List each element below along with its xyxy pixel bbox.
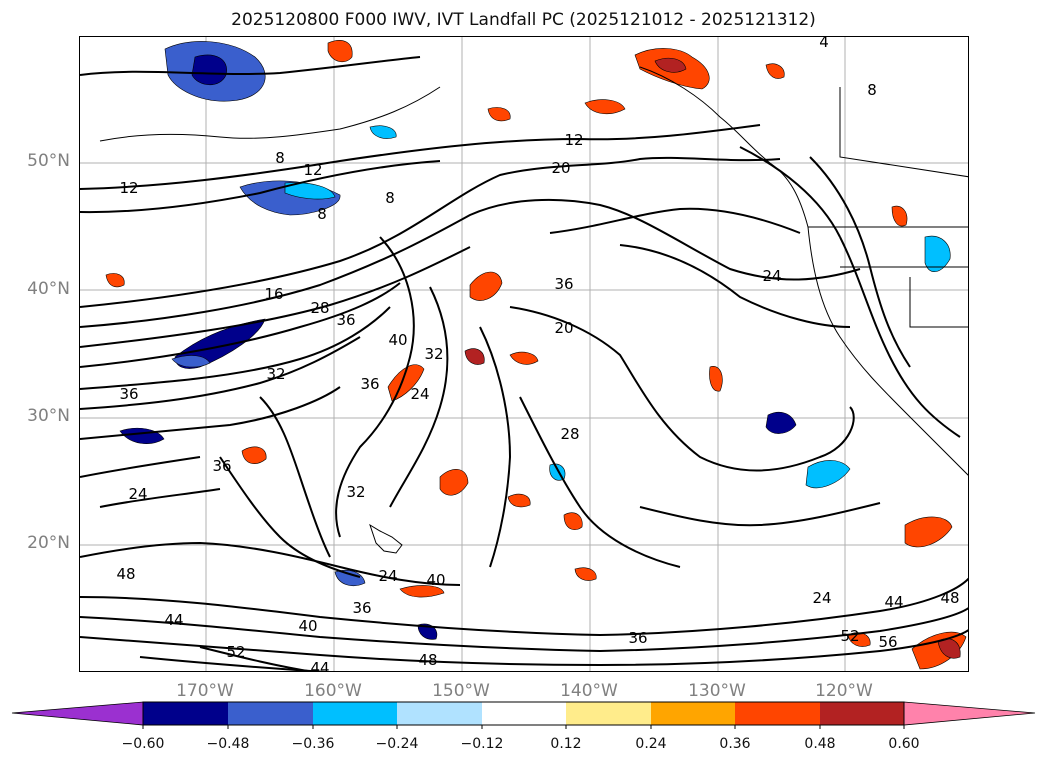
lon-label-150w: 150°W: [432, 681, 490, 701]
colorbar-tick-label: −0.60: [121, 736, 165, 752]
contour-label: 8: [867, 81, 877, 99]
contour-label: 36: [212, 457, 231, 475]
contour-label: 48: [418, 651, 437, 669]
colorbar-bin: [313, 702, 397, 725]
contour-label: 8: [385, 189, 395, 207]
contour-label: 36: [352, 599, 371, 617]
positive-anomaly-fills: [105, 40, 967, 670]
lat-label-40n: 40°N: [27, 279, 70, 299]
contour-label: 36: [119, 385, 138, 403]
contour-label-group: 4 8 8 8 8 12 12 12 20 16 28 36 40 32 36 …: [116, 37, 959, 672]
lat-label-30n: 30°N: [27, 406, 70, 426]
contour-label: 28: [310, 299, 329, 317]
contour-label: 4: [819, 37, 829, 51]
graticule: [80, 37, 968, 671]
contour-label: 48: [940, 589, 959, 607]
colorbar-bin: [566, 702, 651, 725]
map-svg: 4 8 8 8 8 12 12 12 20 16 28 36 40 32 36 …: [80, 37, 968, 672]
colorbar-ticks: [142, 725, 905, 729]
colorbar-tick-label: −0.24: [375, 736, 419, 752]
contour-label: 32: [346, 483, 365, 501]
contour-label: 20: [554, 319, 573, 337]
map-panel[interactable]: 4 8 8 8 8 12 12 12 20 16 28 36 40 32 36 …: [79, 36, 969, 672]
contour-label: 24: [378, 567, 397, 585]
lon-label-160w: 160°W: [304, 681, 362, 701]
iwv-contours: [80, 56, 968, 671]
contour-label: 40: [388, 331, 407, 349]
contour-label: 24: [410, 385, 429, 403]
contour-label: 36: [628, 629, 647, 647]
contour-label: 12: [303, 161, 322, 179]
colorbar-extend-min: [11, 701, 144, 726]
coastline: [99, 66, 968, 554]
colorbar-bin: [397, 702, 482, 725]
contour-label: 36: [336, 311, 355, 329]
contour-label: 44: [164, 611, 183, 629]
lon-label-130w: 130°W: [688, 681, 746, 701]
colorbar-tick-label: 0.24: [635, 736, 667, 752]
colorbar-bin: [651, 702, 735, 725]
contour-label: 20: [551, 159, 570, 177]
contour-label: 16: [264, 285, 283, 303]
contour-label: 48: [116, 565, 135, 583]
colorbar-tick-label: 0.48: [804, 736, 836, 752]
contour-label: 8: [317, 205, 327, 223]
lon-label-140w: 140°W: [560, 681, 618, 701]
contour-label: 52: [840, 627, 859, 645]
negative-anomaly-fills: [119, 41, 951, 640]
contour-label: 44: [310, 659, 329, 672]
contour-label: 32: [266, 365, 285, 383]
colorbar-tick-label: 0.12: [550, 736, 582, 752]
lat-label-50n: 50°N: [27, 151, 70, 171]
lat-label-20n: 20°N: [27, 533, 70, 553]
colorbar-tick-label: 0.36: [719, 736, 751, 752]
colorbar-bin: [482, 702, 566, 725]
colorbar-bin: [735, 702, 820, 725]
contour-label: 28: [560, 425, 579, 443]
contour-label: 24: [812, 589, 831, 607]
colorbar-tick-label: 0.60: [888, 736, 920, 752]
colorbar-bin: [228, 702, 313, 725]
contour-label: 24: [762, 267, 781, 285]
contour-label: 36: [360, 375, 379, 393]
map-title: 2025120800 F000 IWV, IVT Landfall PC (20…: [231, 10, 816, 30]
contour-label: 24: [128, 485, 147, 503]
lon-label-170w: 170°W: [176, 681, 234, 701]
contour-label: 32: [424, 345, 443, 363]
colorbar-extend-max: [903, 701, 1036, 726]
colorbar-tick-label: −0.12: [460, 736, 504, 752]
contour-label: 40: [426, 571, 445, 589]
contour-label: 12: [564, 131, 583, 149]
contour-label: 12: [119, 179, 138, 197]
contour-label: 8: [275, 149, 285, 167]
contour-label: 44: [884, 593, 903, 611]
contour-label: 40: [298, 617, 317, 635]
colorbar: [11, 701, 1036, 729]
colorbar-tick-label: −0.48: [206, 736, 250, 752]
colorbar-tick-label: −0.36: [291, 736, 335, 752]
colorbar-bin: [143, 702, 228, 725]
contour-label: 52: [226, 643, 245, 661]
colorbar-bin: [820, 702, 904, 725]
contour-label: 36: [554, 275, 573, 293]
colorbar-outline: [142, 701, 905, 726]
contour-label: 56: [878, 633, 897, 651]
lon-label-120w: 120°W: [815, 681, 873, 701]
